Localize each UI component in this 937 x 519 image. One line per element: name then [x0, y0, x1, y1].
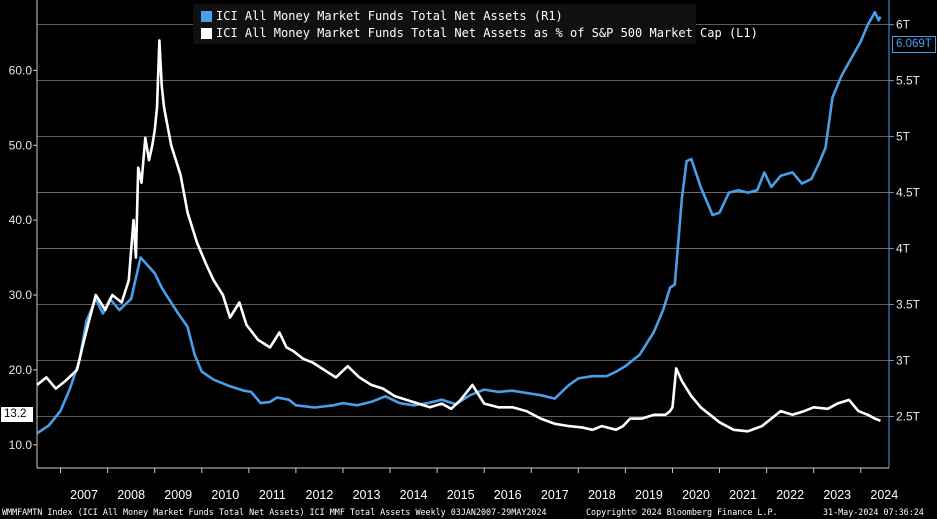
x-tick-label: 2016	[494, 488, 522, 502]
right-tick-label: 4.5T	[896, 186, 921, 200]
left-tick-label: 10.0	[9, 438, 33, 452]
left-tick-label: 50.0	[9, 138, 33, 152]
last-value-white-callout: 13.2	[0, 406, 34, 423]
x-tick-label: 2014	[400, 488, 428, 502]
x-tick-label: 2017	[541, 488, 569, 502]
left-tick-label: 20.0	[9, 363, 33, 377]
right-tick-label: 2.5T	[896, 409, 921, 423]
gridlines	[37, 24, 889, 417]
series-lines	[36, 11, 882, 435]
footer-timestamp: 31-May-2024 07:36:24	[823, 507, 924, 517]
x-tick-label: 2010	[211, 488, 239, 502]
x-tick-label: 2015	[447, 488, 475, 502]
legend-item-net-assets: ICI All Money Market Funds Total Net Ass…	[201, 8, 563, 24]
x-tick-label: 2007	[70, 488, 98, 502]
legend: ICI All Money Market Funds Total Net Ass…	[193, 4, 758, 44]
series-line-net-assets	[36, 11, 882, 435]
x-tick-label: 2020	[682, 488, 710, 502]
legend-swatch-blue	[201, 10, 212, 22]
x-tick-label: 2021	[729, 488, 757, 502]
tick-labels: 2.5T 3T 3.5T 4T 4.5T 5T 5.5T 6T 10.0 20.0 30.0 40.0…	[9, 18, 921, 502]
right-tick-label: 5T	[896, 130, 911, 144]
right-tick-label: 3.5T	[896, 298, 921, 312]
x-tick-label: 2023	[823, 488, 851, 502]
right-tick-label: 6T	[896, 18, 911, 32]
x-tick-label: 2008	[117, 488, 145, 502]
footer-copyright: Copyright© 2024 Bloomberg Finance L.P.	[586, 507, 778, 517]
legend-label-pct-sp500: ICI All Money Market Funds Total Net Ass…	[216, 26, 758, 40]
left-tick-label: 40.0	[9, 213, 33, 227]
legend-label-net-assets: ICI All Money Market Funds Total Net Ass…	[216, 9, 563, 23]
x-tick-label: 2009	[164, 488, 192, 502]
x-tick-label: 2011	[259, 488, 286, 502]
footer-source: WMMFAMTN Index (ICI All Money Market Fun…	[2, 507, 547, 517]
axes	[33, 0, 894, 473]
x-tick-label: 2012	[306, 488, 334, 502]
legend-swatch-white	[201, 27, 212, 39]
x-tick-label: 2018	[588, 488, 616, 502]
x-tick-label: 2019	[635, 488, 663, 502]
last-value-blue-callout: 6.069T	[892, 36, 936, 53]
x-tick-label: 2013	[353, 488, 381, 502]
x-tick-label: 2022	[776, 488, 804, 502]
x-tick-label: 2024	[870, 488, 898, 502]
right-tick-label: 4T	[896, 242, 911, 256]
right-tick-label: 3T	[896, 354, 911, 368]
series-line-pct-sp500	[36, 39, 881, 433]
left-tick-label: 60.0	[9, 63, 33, 77]
right-tick-label: 5.5T	[896, 74, 921, 88]
left-tick-label: 30.0	[9, 288, 33, 302]
legend-item-pct-sp500: ICI All Money Market Funds Total Net Ass…	[201, 25, 758, 41]
